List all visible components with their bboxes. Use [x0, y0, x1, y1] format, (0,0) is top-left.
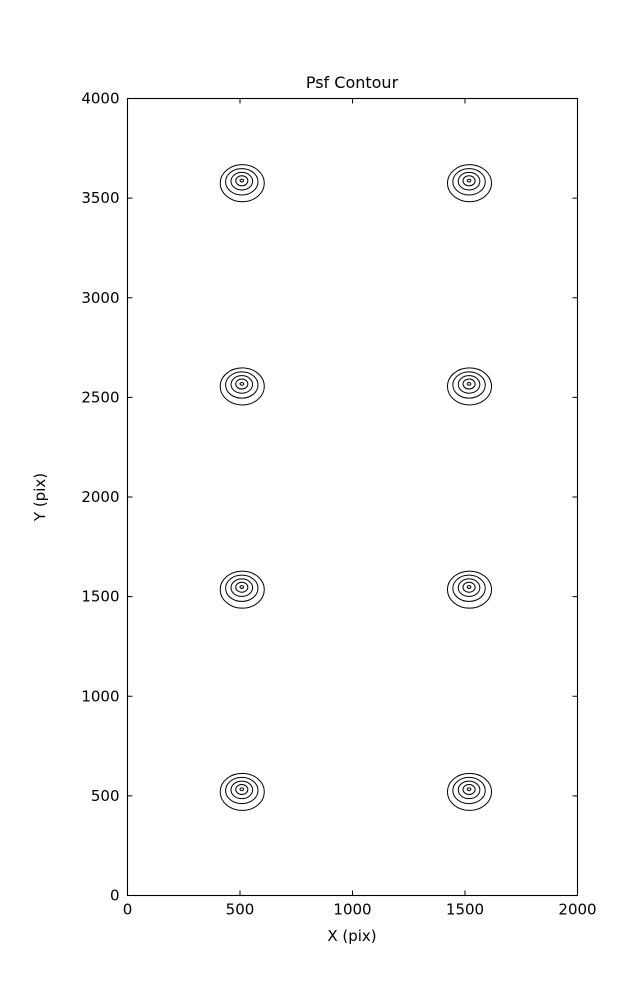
- psf-contour-group: [219, 367, 265, 406]
- y-tick-label: 500: [91, 787, 120, 805]
- psf-contour-group: [446, 164, 493, 203]
- x-axis-label: X (pix): [327, 927, 376, 945]
- contour-level-3: [457, 375, 481, 394]
- contour-level-1: [446, 164, 493, 203]
- psf-contour-group: [446, 367, 493, 406]
- contour-level-2: [225, 574, 259, 602]
- contour-level-1: [446, 367, 493, 406]
- contour-level-5: [239, 585, 245, 589]
- x-tick-label: 1500: [446, 901, 484, 919]
- contour-level-3: [457, 780, 481, 800]
- psf-contour-group: [446, 772, 493, 811]
- contour-level-2: [452, 776, 486, 805]
- contour-level-4: [462, 378, 476, 390]
- contour-level-4: [462, 175, 476, 187]
- contour-level-4: [462, 784, 476, 795]
- contour-level-5: [466, 178, 472, 183]
- contour-level-2: [225, 776, 259, 805]
- plot-title: Psf Contour: [306, 73, 399, 92]
- y-tick-label: 2500: [81, 388, 119, 406]
- contour-level-1: [219, 367, 265, 406]
- contour-level-2: [225, 168, 259, 196]
- psf-contour-group: [219, 164, 265, 203]
- x-tick-label: 2000: [558, 901, 596, 919]
- psf-contour-group: [219, 570, 265, 609]
- contour-level-5: [466, 381, 472, 386]
- x-tick-label: 0: [123, 901, 133, 919]
- contour-level-3: [230, 780, 254, 800]
- contour-level-1: [219, 570, 265, 609]
- contour-level-4: [235, 784, 249, 795]
- axes-frame: [126, 97, 579, 897]
- contour-level-1: [446, 772, 493, 811]
- contour-level-1: [219, 772, 265, 811]
- contour-level-1: [446, 570, 493, 609]
- x-tick-label: 1000: [333, 901, 371, 919]
- psf-contour-group: [219, 772, 265, 811]
- contour-level-5: [239, 381, 245, 386]
- y-tick-label: 1000: [81, 687, 119, 705]
- y-tick-label: 3000: [81, 289, 119, 307]
- y-axis-label: Y (pix): [31, 473, 49, 522]
- x-tick-label: 500: [226, 901, 255, 919]
- y-tick-label: 3500: [81, 189, 119, 207]
- contour-level-5: [239, 787, 245, 792]
- contour-level-2: [452, 574, 486, 602]
- contour-level-5: [466, 787, 472, 792]
- contour-level-2: [452, 371, 486, 399]
- contour-level-4: [235, 378, 249, 390]
- y-tick-label: 1500: [81, 588, 119, 606]
- y-tick-label: 4000: [81, 90, 119, 108]
- contour-level-5: [466, 585, 472, 589]
- contour-level-3: [230, 375, 254, 394]
- contour-level-3: [230, 171, 254, 191]
- contour-level-4: [235, 581, 249, 593]
- contour-level-3: [457, 578, 481, 597]
- contour-level-4: [235, 175, 249, 187]
- contour-level-3: [230, 578, 254, 597]
- contour-level-1: [219, 164, 265, 203]
- tick-labels-layer: 0 500 1000 1500 2000 0 500 1000 1500 2000 2500 3000…: [81, 90, 596, 919]
- contour-level-3: [457, 171, 481, 191]
- contour-level-2: [225, 371, 259, 399]
- y-tick-label: 0: [110, 887, 120, 905]
- contour-level-4: [462, 581, 476, 593]
- y-tick-label: 2000: [81, 488, 119, 506]
- contour-groups-layer: [219, 164, 493, 811]
- contour-level-5: [239, 178, 245, 183]
- axis-ticks-layer: [127, 98, 578, 896]
- contour-level-2: [452, 168, 486, 196]
- psf-contour-group: [446, 570, 493, 609]
